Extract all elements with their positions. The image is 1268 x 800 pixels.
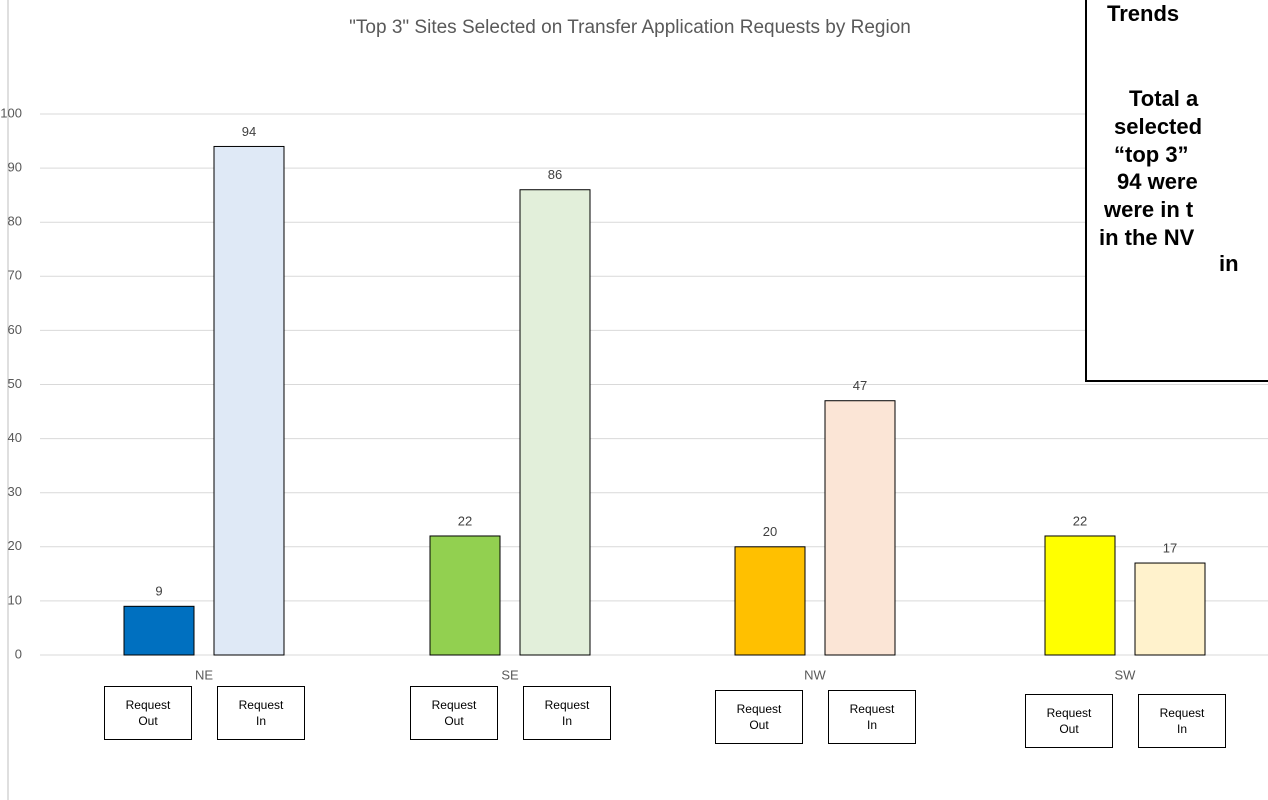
- series-label-box: Request Out: [410, 686, 498, 740]
- y-tick-label: 40: [8, 430, 22, 445]
- series-label: Request Out: [736, 702, 782, 732]
- series-label: Request In: [238, 698, 284, 728]
- chart-title: "Top 3" Sites Selected on Transfer Appli…: [349, 17, 911, 38]
- series-label-box: Request In: [217, 686, 305, 740]
- bar: [1134, 562, 1206, 656]
- annotation-line: Total a: [1129, 86, 1199, 111]
- x-tick-label: NW: [804, 667, 826, 682]
- annotation-line: selected: [1114, 114, 1203, 139]
- y-tick-label: 30: [8, 484, 22, 499]
- y-tick-label: 60: [8, 322, 22, 337]
- series-label: Request Out: [125, 698, 171, 728]
- y-tick-label: 70: [8, 268, 22, 283]
- bar: [429, 535, 501, 656]
- annotation-line: “top 3”: [1114, 142, 1189, 167]
- series-label-box: Request In: [1138, 694, 1226, 748]
- bar: [519, 189, 591, 656]
- series-label-box: Request Out: [715, 690, 803, 744]
- annotation-line: 94 were: [1117, 169, 1198, 194]
- data-label: 9: [155, 584, 162, 599]
- y-tick-label: 100: [0, 105, 22, 120]
- bar: [213, 145, 285, 656]
- data-label: 47: [853, 378, 867, 393]
- series-label: Request Out: [431, 698, 477, 728]
- data-label: 17: [1163, 540, 1177, 555]
- annotation-line: Trends: [1107, 1, 1180, 26]
- series-label-box: Request Out: [104, 686, 192, 740]
- y-tick-label: 80: [8, 214, 22, 229]
- bar: [1044, 535, 1116, 656]
- x-tick-label: SE: [501, 667, 519, 682]
- y-tick-label: 0: [15, 646, 22, 661]
- y-tick-label: 20: [8, 538, 22, 553]
- y-tick-label: 90: [8, 160, 22, 175]
- data-label: 94: [242, 124, 256, 139]
- x-tick-label: NE: [195, 667, 213, 682]
- x-tick-label: SW: [1115, 667, 1137, 682]
- series-label: Request In: [1159, 706, 1205, 736]
- series-label: Request In: [849, 702, 895, 732]
- bar: [123, 605, 195, 656]
- annotation-box: Trends Total a selected “top 3” 94 were were …: [1085, 0, 1268, 382]
- annotation-line: were in t: [1104, 197, 1194, 222]
- series-label: Request In: [544, 698, 590, 728]
- series-label: Request Out: [1046, 706, 1092, 736]
- data-label: 86: [548, 167, 562, 182]
- series-label-box: Request In: [828, 690, 916, 744]
- annotation-line: in the NV: [1099, 225, 1195, 250]
- bar: [734, 546, 806, 656]
- series-label-box: Request Out: [1025, 694, 1113, 748]
- data-label: 22: [458, 513, 472, 528]
- bar: [824, 400, 896, 656]
- data-label: 22: [1073, 513, 1087, 528]
- annotation-line: in: [1219, 251, 1239, 276]
- y-tick-label: 50: [8, 376, 22, 391]
- y-tick-label: 10: [8, 592, 22, 607]
- data-label: 20: [763, 524, 777, 539]
- series-label-box: Request In: [523, 686, 611, 740]
